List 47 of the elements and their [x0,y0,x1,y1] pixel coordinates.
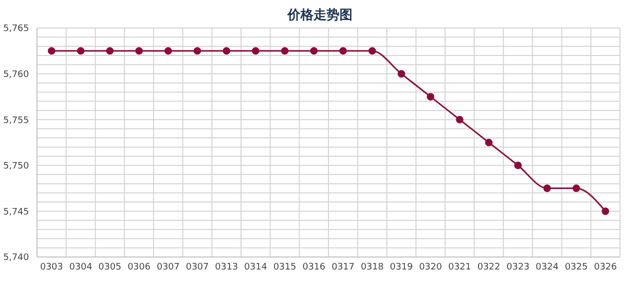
point [135,47,143,55]
x-tick-label: 0315 [273,262,296,272]
x-tick-label: 0304 [69,262,92,272]
point [398,70,406,78]
x-tick-label: 0313 [215,262,238,272]
point [252,47,260,55]
point [368,47,376,55]
x-tick-label: 0317 [332,262,355,272]
y-tick-label: 5,750 [3,162,30,172]
point [514,162,522,170]
y-tick-label: 5,765 [3,24,29,34]
x-tick-label: 0324 [536,262,559,272]
x-tick-label: 0307 [156,262,180,272]
y-tick-label: 5,760 [3,70,30,80]
y-tick-label: 5,745 [3,207,29,218]
point [602,207,610,215]
point [194,47,202,55]
x-tick-label: 0323 [506,262,530,272]
x-tick-label: 0326 [594,262,618,272]
x-tick-label: 0322 [477,262,500,272]
point [164,47,172,55]
x-tick-label: 0306 [128,262,151,272]
y-tick-label: 5,755 [3,116,29,126]
x-tick-label: 0316 [302,262,326,272]
x-tick-label: 0314 [244,262,268,272]
x-tick-label: 0321 [448,262,472,272]
point [543,184,551,192]
x-tick-label: 0320 [419,262,442,272]
x-tick-label: 0303 [40,262,64,272]
point [485,138,493,146]
point [222,47,230,55]
y-tick-label: 5,740 [3,253,30,264]
point [281,47,289,55]
point [76,47,84,55]
chart-title: 价格走势图 [286,7,354,24]
point [48,47,56,55]
x-tick-label: 0325 [564,262,588,272]
point [572,184,580,192]
x-tick-label: 0307 [186,262,209,272]
point [106,47,114,55]
point [426,92,434,100]
x-tick-label: 0318 [360,262,384,272]
x-tick-label: 0305 [98,262,122,272]
point [456,116,464,124]
point [310,47,318,55]
point [339,47,347,55]
x-tick-label: 0319 [390,262,414,272]
